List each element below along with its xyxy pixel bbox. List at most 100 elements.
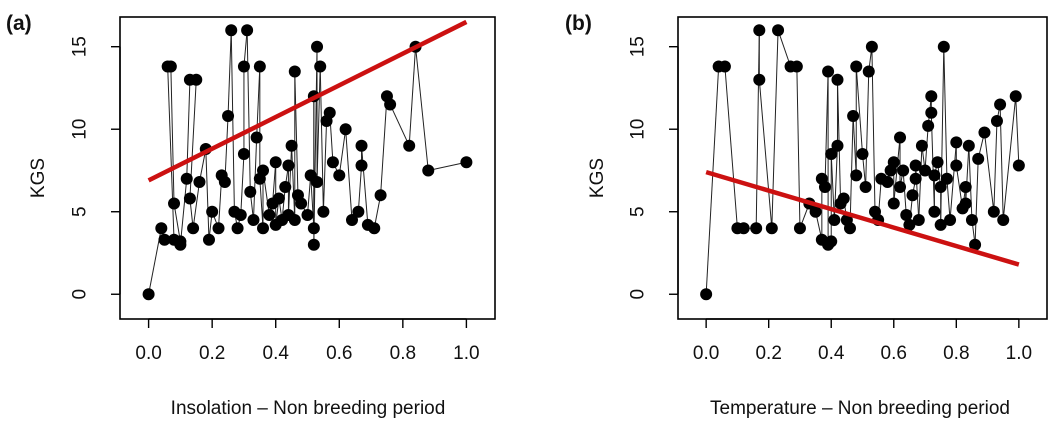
panel-a-data-point	[164, 60, 177, 73]
panel-b-x-tick-label: 0.0	[693, 343, 719, 364]
panel-b-data-point	[887, 197, 900, 210]
panel-a-data-point	[190, 73, 203, 86]
panel-b-data-point	[962, 139, 975, 152]
panel-b-yaxis: 0 5 10 15	[628, 36, 679, 300]
panel-a-connector	[313, 46, 318, 245]
panel-b-data-point	[978, 126, 991, 139]
panel-a-connector	[230, 30, 235, 212]
panel-b-connector	[705, 66, 720, 295]
panel-b-data-point	[925, 90, 938, 103]
panel-b-data-point	[765, 222, 778, 235]
panel-b-connector	[833, 145, 838, 221]
panel-a-data-point	[241, 24, 254, 37]
panel-b-data-point	[950, 136, 963, 149]
panel-a-connector	[192, 181, 200, 229]
panel-b: (b) KGS Temperature – Non breeding perio…	[565, 12, 1048, 419]
panel-b-data-point	[718, 60, 731, 73]
panel-b-points	[700, 24, 1025, 301]
panel-a-ylabel: KGS	[28, 158, 49, 198]
panel-a-data-point	[460, 156, 473, 169]
panel-a-connector	[186, 79, 191, 179]
panel-b-fit	[705, 169, 1020, 267]
panel-a-x-tick-label: 0.0	[135, 343, 161, 364]
panel-b-data-point	[850, 60, 863, 73]
panel-b-connector	[1015, 96, 1020, 166]
panel-b-data-point	[822, 65, 835, 78]
panel-a-data-point	[311, 40, 324, 53]
panel-a-connector	[357, 165, 363, 212]
panel-b-data-point	[847, 110, 860, 123]
panel-a-data-point	[288, 213, 301, 226]
panel-a-data-point	[155, 222, 168, 235]
panel-b-x-tick-label: 0.4	[818, 343, 845, 364]
panel-b-connector	[755, 30, 760, 229]
panel-b-data-point	[990, 114, 1003, 127]
panel-b-data-point	[828, 213, 841, 226]
panel-b-data-point	[909, 159, 922, 172]
panel-a-x-tick-label: 1.0	[453, 343, 479, 364]
panel-a-data-point	[193, 176, 206, 189]
panel-b-connector	[852, 115, 857, 176]
panel-b-connector	[965, 145, 970, 204]
panel-b-y-tick-label: 0	[628, 289, 649, 300]
panel-b-data-point	[856, 147, 869, 160]
panel-a-lines	[148, 30, 467, 295]
panel-a-data-point	[333, 169, 346, 182]
panel-a-connector	[259, 178, 264, 229]
panel-b-connector	[968, 145, 973, 221]
panel-a-data-point	[384, 98, 397, 111]
panel-a-connector	[243, 30, 248, 67]
panel-b-x-tick-label: 0.8	[943, 343, 969, 364]
panel-b-data-point	[934, 218, 947, 231]
panel-b-connector	[946, 178, 951, 221]
panel-b-data-point	[897, 164, 910, 177]
panel-b-connector	[940, 46, 945, 225]
panel-b-data-point	[825, 147, 838, 160]
panel-b-data-point	[912, 213, 925, 226]
panel-a-connector	[205, 149, 210, 240]
panel-a-data-point	[247, 213, 260, 226]
panel-b-plot-frame	[677, 16, 1048, 320]
panel-a-xlabel: Insolation – Non breeding period	[171, 398, 446, 419]
panel-a-data-point	[317, 205, 330, 218]
panel-a-connector	[345, 129, 353, 221]
panel-a-connector	[338, 129, 347, 176]
panel-b-data-point	[831, 73, 844, 86]
panel-b-data-point	[887, 156, 900, 169]
panel-b-data-point	[959, 197, 972, 210]
panel-a-connector	[310, 175, 315, 229]
panel-a-data-point	[218, 176, 231, 189]
panel-b-xlabel: Temperature – Non breeding period	[710, 398, 1010, 419]
panel-a-data-point	[355, 159, 368, 172]
panel-b-x-tick-label: 1.0	[1006, 343, 1032, 364]
panel-a-data-point	[282, 159, 295, 172]
panel-b-data-point	[922, 119, 935, 132]
panel-b-data-point	[903, 218, 916, 231]
panel-b-data-point	[1009, 90, 1022, 103]
panel-a-x-tick-label: 0.4	[263, 343, 290, 364]
panel-b-data-point	[937, 40, 950, 53]
panel-a-connector	[179, 178, 188, 245]
panel-a-data-point	[422, 164, 435, 177]
panel-a-data-point	[253, 60, 266, 73]
panel-a-y-tick-label: 5	[70, 206, 91, 217]
panel-a-data-point	[142, 288, 155, 301]
panel-a-y-tick-label: 15	[70, 36, 91, 57]
panel-b-data-point	[790, 60, 803, 73]
panel-a-data-point	[244, 185, 257, 198]
panel-b-data-point	[818, 180, 831, 193]
panel-b-data-point	[772, 24, 785, 37]
panel-a-connector	[294, 71, 299, 196]
panel-b-connector	[724, 66, 738, 229]
panel-b-data-point	[919, 164, 932, 177]
panel-b-data-point	[750, 222, 763, 235]
panel-b-lines	[705, 30, 1020, 295]
panel-b-data-point	[928, 205, 941, 218]
panel-b-connector	[855, 66, 863, 155]
panel-b-connector	[902, 170, 907, 216]
panel-a-y-tick-label: 10	[70, 119, 91, 140]
panel-b-data-point	[850, 169, 863, 182]
panel-a-connector	[380, 96, 388, 196]
panel-b-connector	[993, 120, 998, 212]
panel-a-x-tick-label: 0.2	[199, 343, 225, 364]
